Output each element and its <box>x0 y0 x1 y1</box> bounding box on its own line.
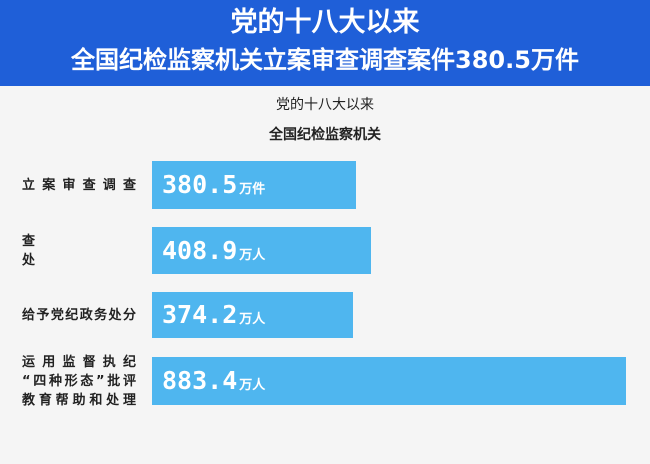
category-label-line: 运用监督执纪 <box>22 355 136 370</box>
category-label-line: “四种形态”批评 <box>22 374 136 389</box>
bar-1 <box>152 161 356 209</box>
category-label-4: 运用监督执纪 “四种形态”批评 教育帮助和处理 <box>22 353 136 410</box>
bar-value: 374.2 <box>162 300 238 329</box>
bar-3 <box>152 292 353 338</box>
bar-unit: 万人 <box>239 248 266 263</box>
bar-unit: 万人 <box>239 378 266 393</box>
category-label-line: 处 <box>22 253 36 268</box>
bar-unit: 万人 <box>239 312 266 327</box>
bar-2 <box>152 227 371 274</box>
header-title-line1: 党的十八大以来 <box>230 7 420 38</box>
category-label-2: 查处 <box>22 232 136 270</box>
bar-value-label-4: 883.4 万人 <box>162 363 265 404</box>
bar-value: 380.5 <box>162 170 238 199</box>
bar-4 <box>152 357 626 405</box>
bar-unit: 万件 <box>239 182 266 197</box>
bar-value-label-2: 408.9 万人 <box>162 233 265 273</box>
category-label-line: 教育帮助和处理 <box>22 393 136 408</box>
category-label-3: 给予党纪政务处分 <box>22 306 136 325</box>
category-label-line: 立案审查调查 <box>22 178 136 193</box>
category-label-1: 立案审查调查 <box>22 176 136 195</box>
category-label-line: 给予党纪政务处分 <box>22 308 136 323</box>
header-banner: 党的十八大以来 全国纪检监察机关立案审查调查案件380.5万件 <box>0 0 650 86</box>
chart-subtitle-line2: 全国纪检监察机关 <box>269 127 381 143</box>
header-title-line2: 全国纪检监察机关立案审查调查案件380.5万件 <box>71 46 579 74</box>
bar-value-label-3: 374.2 万人 <box>162 298 265 337</box>
bar-value-label-1: 380.5 万件 <box>162 167 265 208</box>
bar-value: 883.4 <box>162 366 238 395</box>
chart-subtitle-line1: 党的十八大以来 <box>276 97 374 113</box>
bar-value: 408.9 <box>162 236 238 265</box>
category-label-line: 查 <box>22 234 36 249</box>
